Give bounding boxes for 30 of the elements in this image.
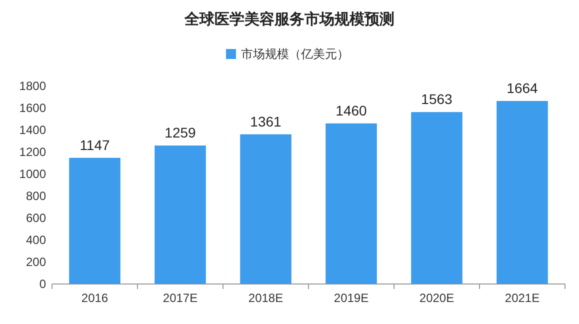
y-tick-label: 1600 — [19, 101, 46, 115]
data-label: 1460 — [336, 102, 368, 118]
data-label: 1259 — [164, 124, 196, 141]
bar — [240, 134, 292, 284]
data-label: 1664 — [506, 80, 538, 96]
y-tick-label: 1000 — [19, 167, 46, 181]
y-tick-label: 1400 — [19, 123, 46, 137]
x-tick-label: 2021E — [504, 291, 540, 305]
bar — [411, 112, 462, 284]
y-tick-label: 400 — [26, 233, 46, 247]
y-tick-label: 1800 — [19, 79, 46, 93]
x-tick-label: 2019E — [334, 291, 369, 305]
bar — [69, 158, 120, 284]
x-tick-label: 2016 — [81, 291, 108, 305]
bar — [496, 100, 548, 284]
y-tick-label: 0 — [39, 277, 46, 291]
data-label: 1361 — [250, 113, 282, 130]
y-tick-label: 1200 — [19, 145, 46, 159]
legend-label: 市场规模（亿美元） — [241, 47, 349, 61]
chart-title: 全球医学美容服务市场规模预测 — [184, 10, 394, 28]
data-label: 1147 — [80, 136, 110, 153]
y-tick-label: 600 — [26, 211, 46, 225]
x-tick-label: 2018E — [248, 291, 284, 305]
y-tick-label: 200 — [26, 255, 46, 269]
data-label: 1563 — [421, 91, 453, 108]
bar — [154, 146, 206, 284]
x-tick-label: 2020E — [419, 291, 454, 305]
bar — [326, 123, 377, 284]
y-tick-label: 800 — [26, 189, 46, 203]
x-tick-label: 2017E — [162, 291, 198, 305]
